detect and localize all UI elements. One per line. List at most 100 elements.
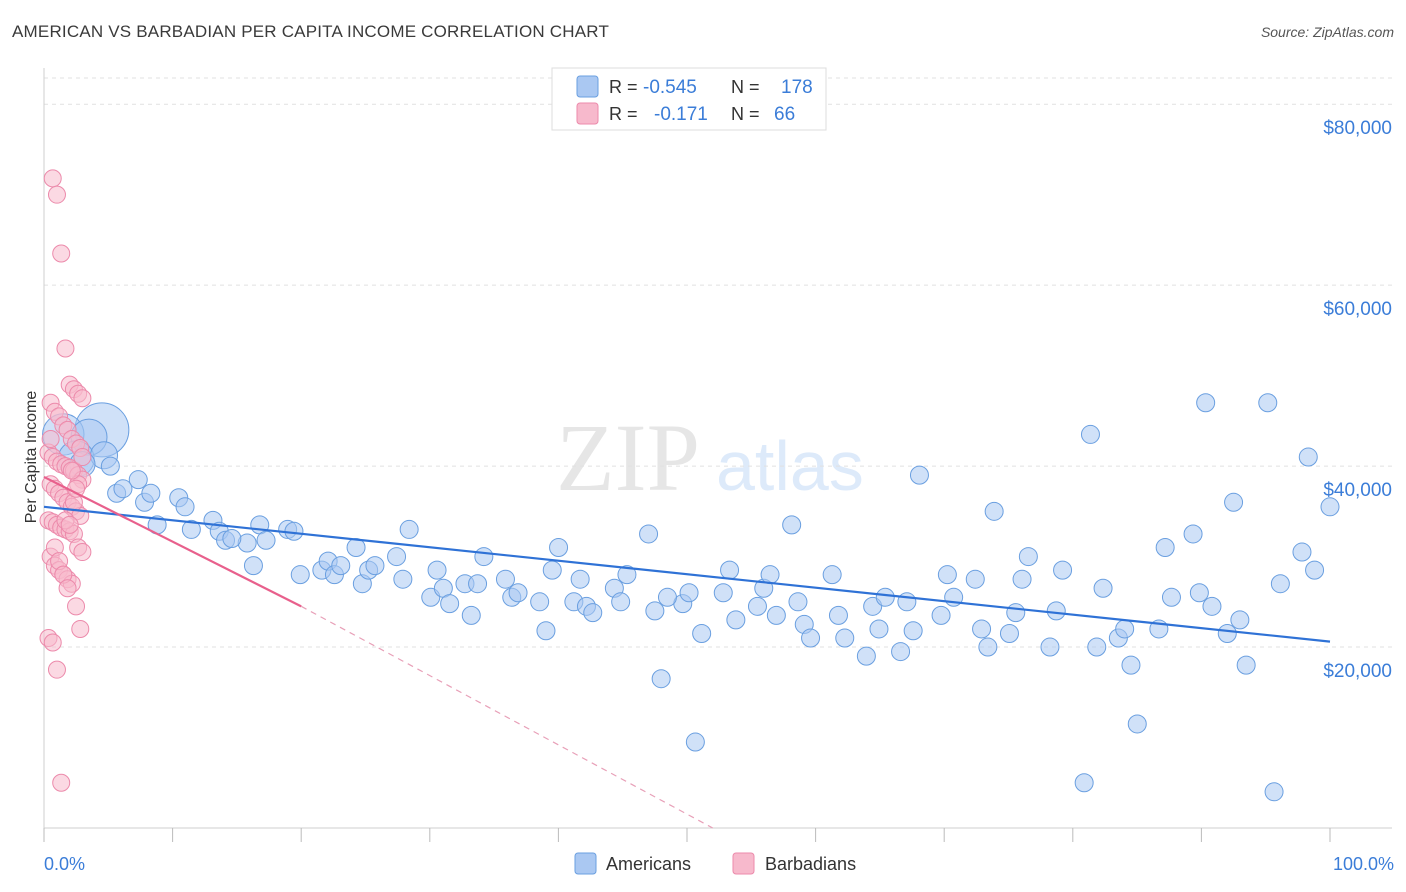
americans-point	[530, 592, 550, 612]
americans-point	[931, 605, 951, 625]
americans-point	[978, 637, 998, 657]
americans-point	[984, 501, 1004, 521]
barbadians-points	[39, 169, 92, 792]
americans-point	[583, 603, 603, 623]
legend-r-value-americans: -0.545	[643, 77, 697, 98]
barbadians-point	[60, 515, 79, 534]
americans-point	[713, 583, 733, 603]
legend-bottom: Americans Barbadians	[574, 852, 856, 875]
barbadians-point	[56, 339, 75, 358]
americans-point	[113, 479, 133, 499]
y-tick-label: $20,000	[1323, 661, 1392, 682]
y-axis-title: Per Capita Income	[23, 391, 40, 524]
americans-point	[1189, 583, 1209, 603]
barbadians-point	[47, 185, 66, 204]
americans-point	[1155, 538, 1175, 558]
americans-point	[474, 547, 494, 567]
x-tick-label-end: 100.0%	[1333, 854, 1394, 874]
americans-point	[570, 569, 590, 589]
legend-bottom-swatch-americans	[574, 852, 597, 875]
americans-point	[243, 556, 263, 576]
americans-point	[720, 560, 740, 580]
americans-point	[972, 619, 992, 639]
americans-point	[1080, 424, 1100, 444]
legend-r-value-barbadians: -0.171	[654, 104, 708, 125]
legend-bottom-label-barbadians: Barbadians	[765, 854, 856, 874]
americans-trend-line	[43, 505, 1331, 643]
x-ticks	[43, 828, 1331, 842]
americans-point	[1087, 637, 1107, 657]
americans-point	[1305, 560, 1325, 580]
americans-point	[1270, 574, 1290, 594]
americans-point	[542, 560, 562, 580]
americans-point	[801, 628, 821, 648]
americans-point	[365, 556, 385, 576]
americans-point	[869, 619, 889, 639]
barbadians-point	[73, 448, 92, 467]
americans-point	[549, 538, 569, 558]
americans-point	[726, 610, 746, 630]
americans-point	[822, 565, 842, 585]
americans-point	[1006, 603, 1026, 623]
americans-point	[1258, 393, 1278, 413]
americans-point	[611, 592, 631, 612]
y-tick-label: $60,000	[1323, 299, 1392, 320]
barbadians-point	[67, 479, 86, 498]
barbadians-trend-line	[43, 475, 302, 608]
americans-point	[788, 592, 808, 612]
americans-point	[468, 574, 488, 594]
legend-swatch-barbadians	[576, 102, 599, 125]
americans-point	[331, 556, 351, 576]
americans-point	[937, 565, 957, 585]
americans-point	[508, 583, 528, 603]
americans-point	[461, 605, 481, 625]
watermark-zip: ZIP	[556, 404, 700, 511]
americans-point	[875, 587, 895, 607]
trend-lines	[43, 475, 1331, 829]
americans-point	[1161, 587, 1181, 607]
americans-point	[1183, 524, 1203, 544]
legend-top: R = -0.545 N = 178 R = -0.171 N = 66	[551, 67, 827, 131]
americans-point	[692, 623, 712, 643]
americans-point	[1196, 393, 1216, 413]
americans-point	[1224, 492, 1244, 512]
chart-title: AMERICAN VS BARBADIAN PER CAPITA INCOME …	[12, 22, 610, 41]
barbadians-point	[47, 660, 66, 679]
americans-point	[1292, 542, 1312, 562]
americans-point	[1298, 447, 1318, 467]
y-tick-label: $40,000	[1323, 480, 1392, 501]
americans-point	[856, 646, 876, 666]
americans-point	[1018, 547, 1038, 567]
americans-point	[766, 605, 786, 625]
americans-point	[679, 583, 699, 603]
americans-point	[1040, 637, 1060, 657]
americans-point	[128, 470, 148, 490]
americans-point	[256, 530, 276, 550]
barbadians-point	[43, 169, 62, 188]
americans-point	[1217, 623, 1237, 643]
americans-point	[760, 565, 780, 585]
americans-point	[175, 497, 195, 517]
barbadians-point	[52, 244, 71, 263]
barbadians-point	[73, 389, 92, 408]
americans-point	[685, 732, 705, 752]
americans-point	[393, 569, 413, 589]
americans-point	[284, 521, 304, 541]
y-tick-label: $80,000	[1323, 118, 1392, 139]
source-credit: Source: ZipAtlas.com	[1260, 24, 1394, 40]
americans-point	[387, 547, 407, 567]
barbadians-trend-extension	[300, 605, 714, 829]
americans-point	[891, 642, 911, 662]
americans-point	[828, 605, 848, 625]
americans-point	[1115, 619, 1135, 639]
americans-point	[999, 623, 1019, 643]
americans-point	[835, 628, 855, 648]
americans-point	[1121, 655, 1141, 675]
americans-point	[1127, 714, 1147, 734]
americans-point	[965, 569, 985, 589]
americans-point	[141, 483, 161, 503]
americans-point	[782, 515, 802, 535]
barbadians-point	[73, 543, 92, 562]
americans-point	[1264, 782, 1284, 802]
